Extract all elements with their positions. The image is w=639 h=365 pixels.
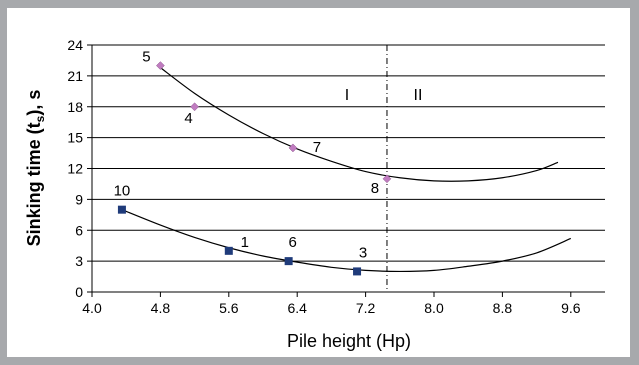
- trend-line-2: [121, 209, 572, 273]
- data-point-5: [156, 61, 165, 70]
- y-axis-title-subscript: s: [33, 115, 47, 122]
- y-tick-label-15: 15: [67, 130, 83, 146]
- data-point-7: [288, 143, 298, 153]
- data-label-3: 3: [359, 244, 367, 261]
- data-label-1: 1: [241, 234, 249, 251]
- trend-line-1: [160, 67, 559, 182]
- data-label-7: 7: [313, 139, 321, 156]
- data-point-4: [190, 102, 199, 112]
- data-point-6: [284, 257, 293, 266]
- y-tick-label-0: 0: [75, 284, 83, 300]
- trend-lines: [121, 67, 572, 273]
- data-label-6: 6: [288, 234, 296, 251]
- y-tick-label-24: 24: [67, 37, 83, 53]
- data-label-10: 10: [114, 183, 131, 200]
- x-tick-label-7.2: 7.2: [356, 300, 376, 316]
- data-label-8: 8: [371, 180, 379, 197]
- x-tick-label-8.0: 8.0: [424, 300, 444, 316]
- y-axis-title: Sinking time (ts), s: [24, 90, 47, 247]
- data-point-1: [224, 246, 233, 255]
- y-tick-label-18: 18: [67, 99, 83, 115]
- x-tick-label-8.8: 8.8: [493, 300, 513, 316]
- data-points: [117, 61, 392, 276]
- gridlines: [92, 44, 605, 262]
- x-tick-label-9.6: 9.6: [561, 300, 581, 316]
- data-label-5: 5: [142, 49, 150, 66]
- data-point-8: [382, 174, 392, 184]
- data-point-10: [117, 205, 126, 214]
- x-tick-label-5.6: 5.6: [219, 300, 239, 316]
- data-point-3: [353, 267, 362, 276]
- chart-panel: [7, 8, 630, 357]
- y-axis-title-main: Sinking time (t: [24, 122, 44, 246]
- region-label-2: II: [414, 87, 423, 104]
- data-label-4: 4: [184, 110, 192, 127]
- point-labels: 5 4 7 8 10 1 6 3: [114, 49, 380, 262]
- y-tick-label-9: 9: [75, 191, 83, 207]
- x-tick-label-4.8: 4.8: [151, 300, 171, 316]
- y-tick-label-3: 3: [75, 253, 83, 269]
- y-tick-label-21: 21: [67, 68, 83, 84]
- region-label-1: I: [345, 87, 349, 104]
- y-axis-title-tail: ), s: [24, 90, 44, 116]
- y-tick-label-6: 6: [75, 222, 83, 238]
- x-axis-title: Pile height (Hp): [287, 331, 411, 351]
- x-tick-label-6.4: 6.4: [287, 300, 307, 316]
- y-tick-label-12: 12: [67, 161, 83, 177]
- x-tick-label-4.0: 4.0: [82, 300, 102, 316]
